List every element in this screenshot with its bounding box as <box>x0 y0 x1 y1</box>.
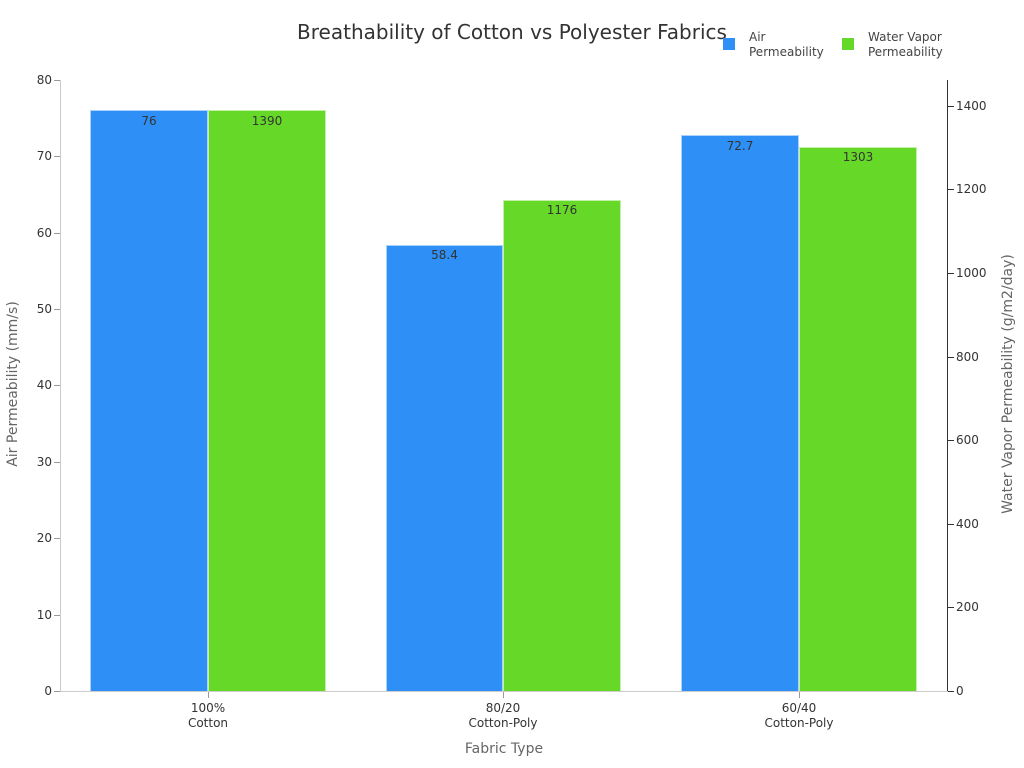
tick-label-right-600: 600 <box>956 433 979 447</box>
tick-right-0 <box>948 691 954 692</box>
bar-label-vapor-60-40: 1303 <box>842 150 874 164</box>
tick-left-60 <box>54 233 60 234</box>
tick-label-left-10: 10 <box>36 608 52 622</box>
tick-x-60-40 <box>799 692 800 698</box>
x-label-100-cotton-line2: Cotton <box>187 716 229 730</box>
bar-label-vapor-80-20: 1176 <box>546 203 578 217</box>
tick-label-right-1400: 1400 <box>956 99 987 113</box>
legend-label-air-line2: Permeability <box>749 45 824 59</box>
tick-left-30 <box>54 462 60 463</box>
x-label-60-40-line2: Cotton-Poly <box>764 716 834 730</box>
bar-vapor-60-40[interactable] <box>799 147 917 692</box>
legend-label-vapor-line2: Permeability <box>868 45 943 59</box>
tick-left-70 <box>54 156 60 157</box>
x-axis-title: Fabric Type <box>464 741 544 757</box>
tick-label-left-50: 50 <box>36 302 52 316</box>
tick-right-400 <box>948 524 954 525</box>
tick-label-left-0: 0 <box>44 684 52 698</box>
tick-left-80 <box>54 80 60 81</box>
tick-label-right-400: 400 <box>956 517 979 531</box>
tick-left-20 <box>54 538 60 539</box>
bar-air-60-40[interactable] <box>681 135 799 692</box>
tick-right-1400 <box>948 106 954 107</box>
legend-swatch-vapor-icon <box>842 38 854 50</box>
x-label-100-cotton-line1: 100% <box>190 701 226 715</box>
tick-label-left-30: 30 <box>36 455 52 469</box>
x-label-80-20-line1: 80/20 <box>485 701 521 715</box>
x-label-80-20: 80/20 Cotton-Poly <box>443 701 563 731</box>
tick-left-0 <box>54 691 60 692</box>
legend-label-air-line1: Air <box>749 30 766 44</box>
tick-left-10 <box>54 615 60 616</box>
y-axis-left-title: Air Permeability (mm/s) <box>5 301 21 467</box>
y-axis-right-title: Water Vapor Permeability (g/m2/day) <box>1000 254 1016 514</box>
bar-label-air-60-40: 72.7 <box>726 139 754 153</box>
bar-vapor-100-cotton[interactable] <box>208 110 326 692</box>
legend-item-air[interactable]: Air Permeability <box>723 30 824 60</box>
x-label-100-cotton: 100% Cotton <box>148 701 268 731</box>
tick-label-left-60: 60 <box>36 226 52 240</box>
tick-x-100-cotton <box>208 692 209 698</box>
tick-label-right-1200: 1200 <box>956 182 987 196</box>
bar-air-80-20[interactable] <box>386 245 503 692</box>
chart-title: Breathability of Cotton vs Polyester Fab… <box>0 20 1024 44</box>
tick-label-right-0: 0 <box>956 684 964 698</box>
bar-label-air-100-cotton: 76 <box>141 114 157 128</box>
tick-label-left-40: 40 <box>36 378 52 392</box>
tick-label-right-200: 200 <box>956 600 979 614</box>
legend-swatch-air-icon <box>723 38 735 50</box>
legend-item-vapor[interactable]: Water Vapor Permeability <box>842 30 943 60</box>
y-axis-right-line <box>947 80 948 692</box>
tick-left-40 <box>54 385 60 386</box>
tick-label-right-800: 800 <box>956 350 979 364</box>
legend-label-air: Air Permeability <box>749 30 824 60</box>
legend-label-vapor: Water Vapor Permeability <box>868 30 943 60</box>
bar-label-vapor-100-cotton: 1390 <box>251 114 283 128</box>
tick-label-left-70: 70 <box>36 149 52 163</box>
tick-right-800 <box>948 357 954 358</box>
tick-label-left-80: 80 <box>36 73 52 87</box>
x-label-60-40: 60/40 Cotton-Poly <box>739 701 859 731</box>
chart-title-text: Breathability of Cotton vs Polyester Fab… <box>297 20 727 44</box>
x-label-80-20-line2: Cotton-Poly <box>468 716 538 730</box>
legend-label-vapor-line1: Water Vapor <box>868 30 942 44</box>
x-label-60-40-line1: 60/40 <box>781 701 817 715</box>
tick-x-80-20 <box>503 692 504 698</box>
tick-right-200 <box>948 607 954 608</box>
tick-right-600 <box>948 440 954 441</box>
x-axis-line <box>60 691 948 692</box>
tick-right-1200 <box>948 189 954 190</box>
tick-left-50 <box>54 309 60 310</box>
tick-right-1000 <box>948 273 954 274</box>
y-axis-left-line <box>60 80 61 692</box>
bar-label-air-80-20: 58.4 <box>431 248 458 262</box>
bar-air-100-cotton[interactable] <box>90 110 208 692</box>
tick-label-left-20: 20 <box>36 531 52 545</box>
tick-label-right-1000: 1000 <box>956 266 987 280</box>
bar-vapor-80-20[interactable] <box>503 200 621 692</box>
